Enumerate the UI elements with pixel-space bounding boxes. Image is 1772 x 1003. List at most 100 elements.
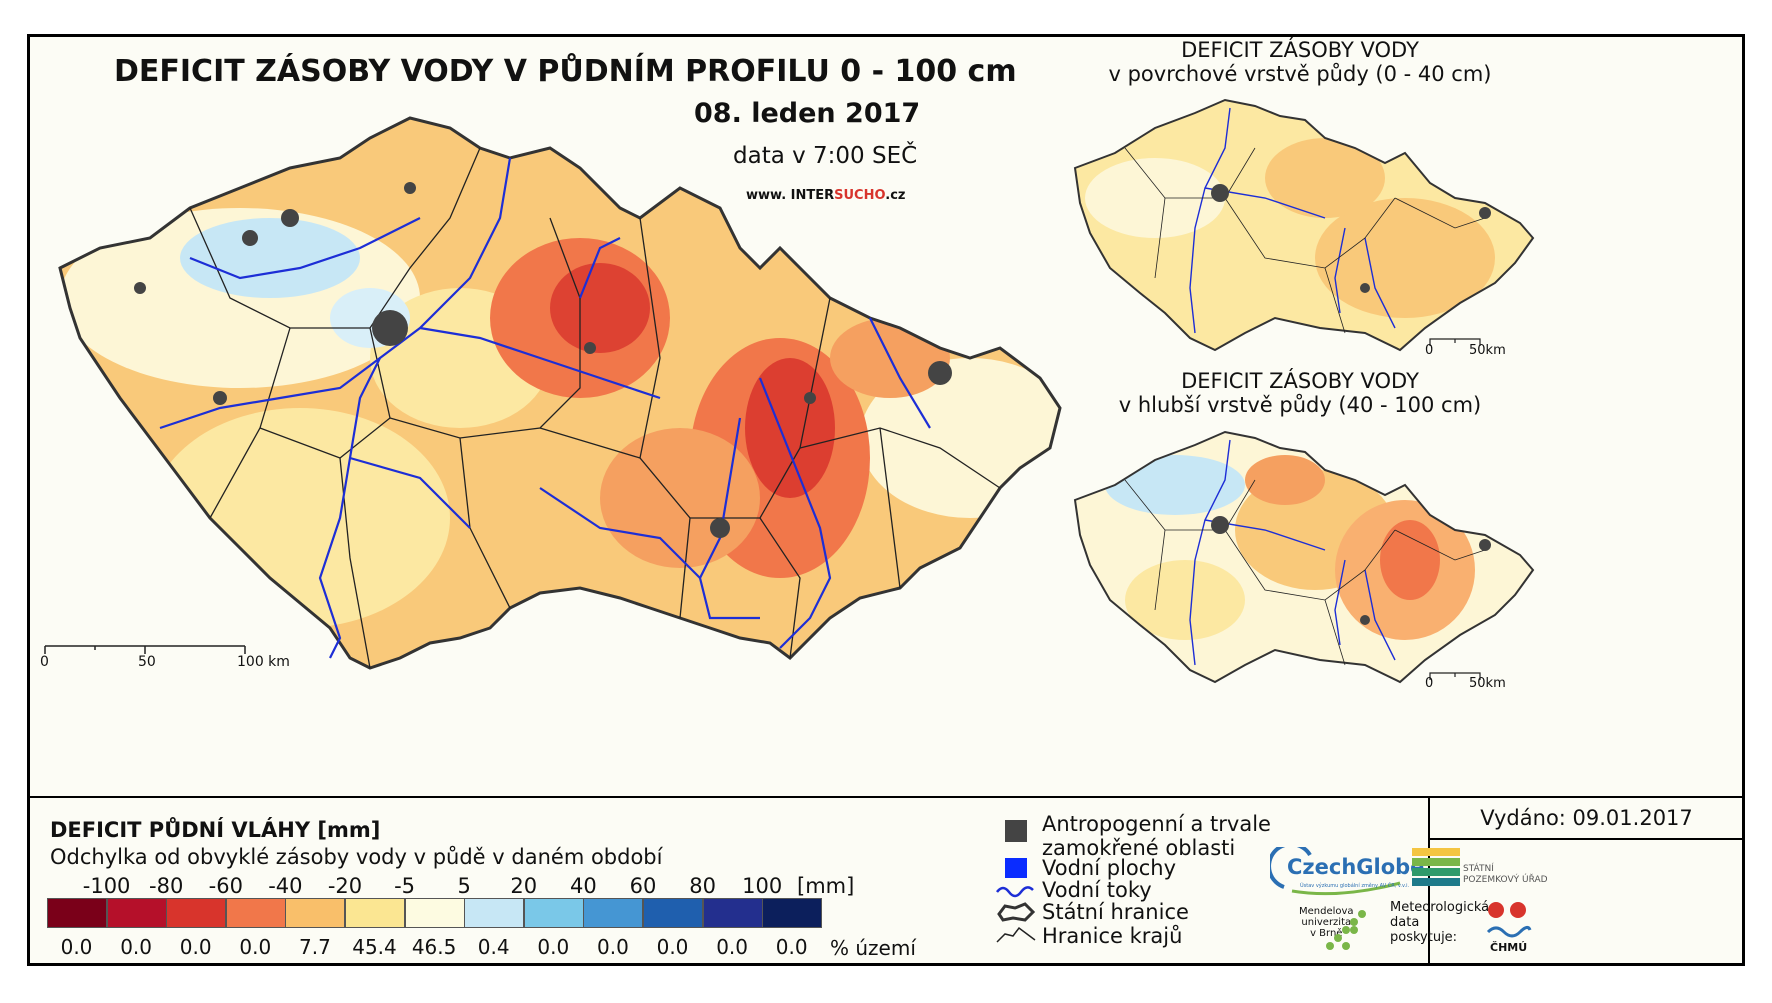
legend-swatch-6 (404, 898, 465, 928)
inset-bottom-scale-50: 50km (1469, 676, 1506, 691)
legend-tick-0: -100 (82, 874, 131, 898)
river-icon (996, 886, 1034, 898)
legend-subtitle: Odchylka od obvyklé zásoby vody v půdě v… (50, 845, 663, 869)
legend-swatch-5 (345, 898, 405, 928)
state-border-label: Státní hranice (1042, 900, 1189, 924)
legend-title: DEFICIT PŮDNÍ VLÁHY [mm] (50, 818, 381, 842)
legend-percent-10: 0.0 (656, 935, 689, 959)
legend-swatch-12 (762, 898, 823, 928)
legend-percent-7: 0.4 (477, 935, 510, 959)
legend-swatch-1 (106, 898, 167, 928)
legend-percent-3: 0.0 (239, 935, 272, 959)
inset-bottom-scale-bar (1429, 672, 1481, 680)
inset-top-map (1073, 98, 1535, 352)
mendel-logo-line1: Mendelova (1299, 906, 1354, 917)
region-border-icon (996, 926, 1036, 943)
spu-logo-line2: POZEMKOVÝ ÚŘAD (1463, 875, 1548, 885)
legend-panel (27, 796, 1745, 966)
legend-swatch-3 (225, 898, 286, 928)
legend-tick-4: -20 (327, 874, 363, 898)
legend-tick-2: -60 (208, 874, 243, 898)
legend-percent-0: 0.0 (60, 935, 93, 959)
legend-swatch-7 (464, 898, 525, 928)
inset-bottom-title: DEFICIT ZÁSOBY VODY v hlubší vrstvě půdy… (1095, 369, 1505, 417)
legend-tick-8: 40 (570, 874, 597, 898)
inset-top-scale-0: 0 (1425, 343, 1434, 358)
inset-bottom-map (1073, 430, 1535, 684)
inset-top-scale-bar (1429, 338, 1481, 346)
legend-tick-6: 5 (457, 874, 471, 898)
urban-area-label: Antropogenní a trvale zamokřené oblasti (1042, 812, 1271, 860)
legend-tick-9: 60 (629, 874, 657, 898)
mendel-logo-icon (1326, 910, 1366, 950)
legend-swatch-9 (583, 898, 644, 928)
spu-logo-line1: STÁTNÍ (1463, 864, 1494, 874)
chmu-logo-icon (1486, 902, 1532, 938)
czechglobe-logo-icon (1270, 847, 1401, 896)
issue-date-box (1428, 796, 1745, 840)
legend-swatch-11 (702, 898, 763, 928)
legend-tick-10: 80 (689, 874, 716, 898)
meteo-provider-text: Meteorologická data poskytuje: (1390, 900, 1489, 945)
meteo-provider-line2: data (1390, 915, 1420, 930)
inset-bottom-scale-0: 0 (1425, 676, 1434, 691)
legend-percent-unit: % území (830, 936, 916, 960)
legend-tick-1: -80 (149, 874, 184, 898)
spu-logo-icon (1412, 848, 1460, 886)
website-highlight: SUCHO (834, 188, 886, 203)
legend-tick-3: -40 (268, 874, 303, 898)
legend-swatch-10 (643, 898, 703, 928)
main-map-title: DEFICIT ZÁSOBY VODY V PŮDNÍM PROFILU 0 -… (114, 54, 1017, 89)
water-bodies-swatch (1005, 858, 1027, 878)
legend-percent-4: 7.7 (298, 935, 331, 959)
main-scale-bar (44, 645, 246, 654)
urban-area-swatch (1005, 820, 1027, 842)
legend-percent-2: 0.0 (179, 935, 212, 959)
main-map-date: 08. leden 2017 (694, 98, 921, 129)
inset-bottom-title-line2: v hlubší vrstvě půdy (40 - 100 cm) (1118, 393, 1482, 417)
urban-area-label-line2: zamokřené oblasti (1042, 836, 1236, 860)
inset-top-title-line2: v povrchové vrstvě půdy (0 - 40 cm) (1108, 62, 1492, 86)
legend-swatch-4 (285, 898, 346, 928)
chmu-logo-text: ČHMÚ (1490, 941, 1528, 954)
legend-tick-11: 100 (742, 874, 783, 898)
urban-area-label-line1: Antropogenní a trvale (1042, 812, 1271, 836)
mendel-logo-line3: v Brně (1310, 928, 1343, 939)
inset-top-title-line1: DEFICIT ZÁSOBY VODY (1181, 38, 1419, 62)
legend-tick-unit: [mm] (797, 874, 855, 898)
issue-date: Vydáno: 09.01.2017 (1480, 806, 1693, 830)
main-map (58, 116, 1062, 670)
rivers-label: Vodní toky (1042, 878, 1152, 902)
legend-percent-1: 0.0 (120, 935, 152, 959)
legend-percent-5: 45.4 (352, 935, 397, 959)
spu-logo-text: STÁTNÍ POZEMKOVÝ ÚŘAD (1463, 864, 1548, 886)
main-map-data-time: data v 7:00 SEČ (733, 143, 918, 169)
main-scale-label-100: 100 km (237, 654, 290, 670)
legend-swatch-0 (47, 898, 107, 928)
legend-percent-6: 46.5 (411, 935, 457, 959)
website-prefix: www. INTER (746, 188, 835, 203)
region-border-label: Hranice krajů (1042, 924, 1183, 948)
czechglobe-logo-subtext: Ústav výzkumu globální změny AV ČR, v.v.… (1300, 883, 1410, 889)
inset-top-title: DEFICIT ZÁSOBY VODY v povrchové vrstvě p… (1095, 38, 1505, 86)
legend-percent-9: 0.0 (596, 935, 629, 959)
legend-percent-12: 0.0 (775, 935, 808, 959)
mendel-logo-text: Mendelova univerzita v Brně (1299, 906, 1354, 939)
intersucho-website[interactable]: www. INTERSUCHO.cz (746, 188, 905, 203)
legend-swatch-8 (523, 898, 584, 928)
legend-tick-5: -5 (394, 874, 416, 898)
meteo-provider-line1: Meteorologická (1390, 900, 1490, 915)
legend-percent-8: 0.0 (537, 935, 570, 959)
website-suffix: .cz (885, 188, 906, 203)
legend-swatch-2 (166, 898, 227, 928)
inset-bottom-title-line1: DEFICIT ZÁSOBY VODY (1181, 369, 1419, 393)
legend-tick-7: 20 (510, 874, 538, 898)
legend-percent-11: 0.0 (716, 935, 748, 959)
main-scale-label-50: 50 (138, 654, 156, 670)
czechglobe-logo-text: CzechGlobe (1287, 855, 1425, 879)
meteo-provider-line3: poskytuje: (1390, 930, 1458, 945)
main-scale-label-0: 0 (40, 654, 49, 670)
state-border-icon (997, 902, 1036, 922)
mendel-logo-line2: univerzita (1301, 917, 1352, 928)
inset-top-scale-50: 50km (1469, 343, 1506, 358)
